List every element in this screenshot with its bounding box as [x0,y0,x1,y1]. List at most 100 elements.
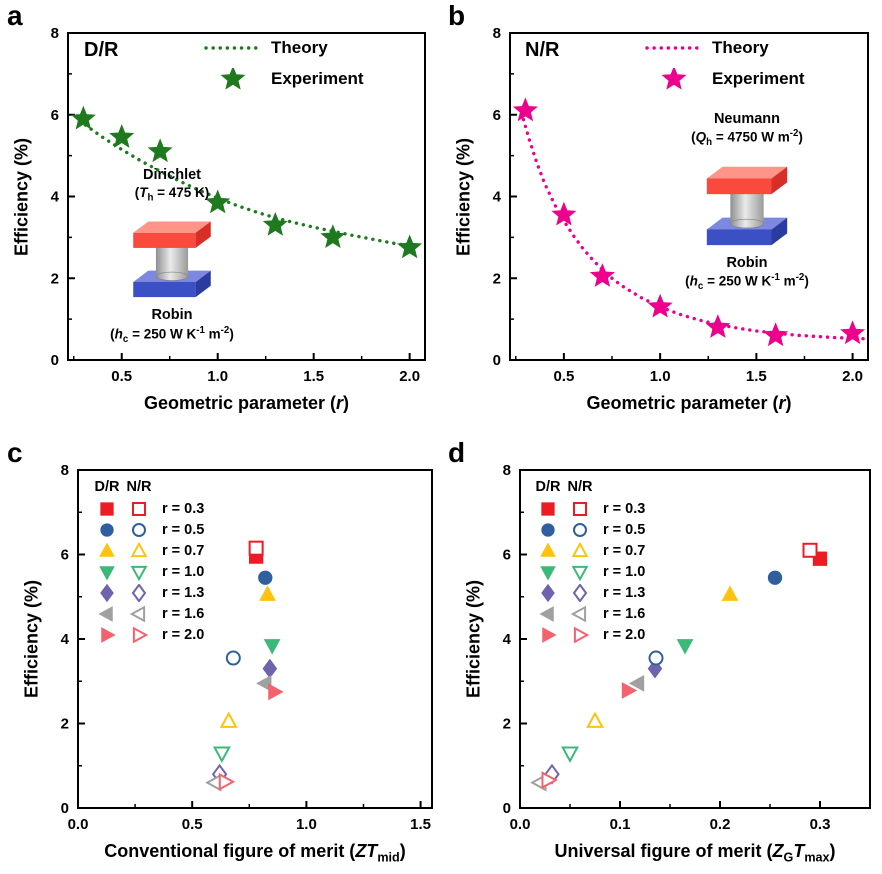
panel-letter-d: d [448,437,466,468]
legend-column-header: N/R [567,479,593,495]
svg-text:0: 0 [51,352,59,369]
svg-text:4: 4 [51,189,60,206]
filled-tri-down-marker-icon [99,565,115,581]
filled-tri-left-marker-icon [539,605,554,622]
panel-d-x-axis-label: Universal figure of merit (ZGTmax) [554,841,836,865]
panel-a: 0.5 1.0 1.5 2.0 0 2 4 6 8 a D/R Theory Experiment… [0,0,441,437]
open-square-marker-icon [132,501,146,516]
panel-a-inset-diagram: Dirichlet (Th = 475 K) Robin (hc = 250 W… [90,166,254,346]
legend-row: r = 0.5 [94,519,204,540]
legend-label: Theory [712,37,769,57]
open-tri-down-marker-icon [571,565,589,581]
legend-label: r = 1.0 [162,563,205,580]
inset-a-top-boundary-label: Dirichlet [142,167,201,183]
legend-entry: Theory [643,32,805,63]
legend-label: r = 0.7 [162,542,205,559]
legend-label: r = 1.6 [162,605,205,622]
legend-row: r = 0.3 [535,498,645,519]
panel-a-legend: Theory Experiment [202,32,364,94]
filled-tri-up-marker-icon [540,541,556,557]
legend-label: r = 1.0 [603,563,646,580]
svg-text:0.2: 0.2 [710,816,731,833]
legend-column-header: D/R [94,479,120,495]
legend-row: r = 1.6 [94,603,204,624]
svg-text:6: 6 [51,107,59,124]
legend-row: r = 1.3 [535,582,645,603]
inset-a-bottom-boundary-label: Robin [151,307,193,324]
open-tri-left-marker-icon [570,605,587,622]
inset-a-bottom-boundary-value: (hc = 250 W K-1 m-2) [110,324,234,345]
inset-a-top-boundary-value: (Th = 475 K) [134,185,210,204]
panel-a-condition-title: D/R [84,39,119,61]
svg-text:6: 6 [61,547,69,564]
svg-text:0: 0 [61,800,69,817]
open-tri-up-marker-icon [571,541,589,557]
legend-row: r = 1.0 [94,561,204,582]
legend-label: r = 0.7 [603,542,646,559]
open-diamond-marker-icon [572,583,588,602]
svg-text:8: 8 [51,25,59,42]
filled-diamond-marker-icon [100,583,114,602]
open-tri-down-marker-icon [130,565,148,581]
legend-label: Experiment [712,68,805,88]
dotted-line-sample-icon [204,45,262,50]
svg-text:2.0: 2.0 [842,368,863,385]
svg-text:0: 0 [503,800,511,817]
svg-text:2: 2 [61,716,69,733]
legend-label: r = 0.5 [162,521,205,538]
panel-b-inset-diagram: Neumann (Qh = 4750 W m-2) Robin (hc = 25… [663,110,831,294]
svg-text:6: 6 [493,107,501,124]
panel-c-x-axis-label: Conventional figure of merit (ZTmid) [104,841,406,865]
svg-text:1.0: 1.0 [650,368,671,385]
legend-row: r = 0.7 [94,540,204,561]
panel-c-y-axis-label: Efficiency (%) [21,579,42,699]
open-tri-right-marker-icon [132,626,149,643]
legend-entry: Theory [202,32,364,63]
legend-row: r = 2.0 [94,624,204,645]
svg-text:0.1: 0.1 [610,816,631,833]
inset-b-top-boundary-value: (Qh = 4750 W m-2) [691,128,803,149]
open-tri-up-marker-icon [130,541,148,557]
svg-text:4: 4 [503,631,512,648]
legend-row: r = 0.7 [535,540,645,561]
svg-text:4: 4 [493,189,502,206]
panel-d-legend: D/R N/R r = 0.3 r = 0.5 r = 0.7 r = 1.0 r = 1.… [535,479,645,645]
svg-text:2: 2 [493,270,501,287]
thermoelectric-leg-icon [133,221,211,298]
legend-header-row: D/R N/R [535,479,645,495]
svg-text:0.5: 0.5 [182,816,203,833]
panel-letter-b: b [448,0,466,31]
legend-row: r = 1.3 [94,582,204,603]
legend-entry: Experiment [643,63,805,94]
filled-tri-left-marker-icon [98,605,113,622]
open-circle-marker-icon [132,522,146,537]
legend-label: r = 0.3 [603,500,646,517]
svg-text:2.0: 2.0 [399,368,420,385]
panel-a-y-axis-label: Efficiency (%) [11,137,32,256]
svg-text:1.5: 1.5 [410,816,431,833]
legend-row: r = 2.0 [535,624,645,645]
svg-text:0.0: 0.0 [510,816,531,833]
svg-text:8: 8 [503,462,511,479]
panel-a-x-axis-label: Geometric parameter (r) [143,393,350,413]
svg-text:0: 0 [493,352,501,369]
open-diamond-marker-icon [131,583,147,602]
open-tri-right-marker-icon [573,626,590,643]
thermoelectric-leg-icon [706,166,788,246]
svg-text:8: 8 [493,25,501,42]
svg-text:1.0: 1.0 [207,368,228,385]
legend-row: r = 1.0 [535,561,645,582]
dotted-line-sample-icon [645,45,703,50]
open-square-marker-icon [573,501,587,516]
filled-tri-down-marker-icon [540,565,556,581]
open-tri-left-marker-icon [129,605,146,622]
svg-text:0.5: 0.5 [553,368,574,385]
svg-text:0.0: 0.0 [68,816,89,833]
filled-diamond-marker-icon [541,583,555,602]
chart-c-efficiency-vs-conventional-figure-of-merit: 0.0 0.5 1.0 1.5 0 2 4 6 8 [61,462,433,833]
filled-square-marker-icon [100,501,114,516]
legend-label: r = 1.3 [162,584,205,601]
chart-a-efficiency-vs-geometric-parameter: 0.5 1.0 1.5 2.0 0 2 4 6 8 [51,25,426,385]
panel-b-condition-title: N/R [525,39,560,61]
inset-b-bottom-boundary-label: Robin [726,254,768,271]
